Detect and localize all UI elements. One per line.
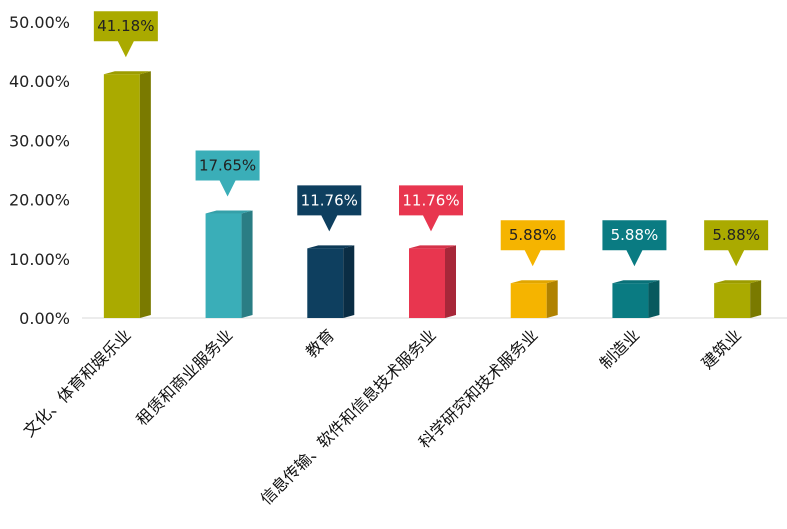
y-axis: 0.00% 10.00% 20.00% 30.00% 40.00% 50.00% (9, 13, 70, 328)
callout-shape (195, 150, 260, 197)
bar-top-face (714, 280, 762, 284)
x-tick-label: 文化、体育和娱乐业 (19, 325, 134, 440)
y-tick-label: 30.00% (9, 131, 70, 150)
y-tick-label: 0.00% (19, 309, 70, 328)
callout-shape (399, 185, 463, 232)
x-tick-label: 建筑业 (698, 325, 745, 372)
data-label-callout: 5.88% (602, 220, 667, 267)
bar (612, 280, 660, 318)
bar (103, 71, 151, 318)
bar (205, 210, 253, 318)
bar-front-face (510, 283, 547, 318)
data-label: 5.88% (712, 226, 760, 244)
data-label: 5.88% (509, 226, 557, 244)
bar-front-face (612, 283, 649, 318)
data-labels: 41.18% 17.65% 11.76% 11.76% 5.88% 5.88% 5.88% (93, 11, 769, 267)
data-label: 5.88% (611, 226, 659, 244)
bar-top-face (409, 245, 456, 249)
callout-shape (602, 220, 667, 267)
data-label: 11.76% (402, 191, 459, 209)
callout-shape (704, 220, 769, 267)
x-tick-label: 教育 (302, 325, 338, 361)
bar-side-face (343, 245, 355, 318)
bar-side-face (241, 210, 253, 318)
bar-side-face (445, 245, 456, 318)
bar (714, 280, 762, 318)
bar-top-face (205, 210, 253, 214)
bar-top-face (612, 280, 660, 284)
bar-front-face (307, 248, 344, 318)
x-tick-label: 制造业 (596, 325, 643, 372)
data-label-callout: 17.65% (195, 150, 260, 197)
callout-shape (297, 185, 362, 232)
y-tick-label: 50.00% (9, 13, 70, 32)
bar (510, 280, 558, 318)
data-label: 17.65% (199, 157, 256, 175)
bar-top-face (510, 280, 558, 284)
bar-top-face (103, 71, 151, 75)
bar-side-face (648, 280, 660, 318)
y-tick-label: 40.00% (9, 72, 70, 91)
bar-side-face (750, 280, 762, 318)
data-label-callout: 5.88% (704, 220, 769, 267)
callout-shape (93, 11, 158, 58)
bar (409, 245, 456, 318)
x-tick-label: 信息传输、软件和信息技术服务业 (257, 325, 440, 508)
data-label-callout: 11.76% (297, 185, 362, 232)
bar-side-face (139, 71, 151, 318)
bar-top-face (307, 245, 355, 249)
data-label: 11.76% (301, 191, 358, 209)
data-label-callout: 5.88% (500, 220, 565, 267)
data-label-callout: 11.76% (399, 185, 463, 232)
bar-side-face (546, 280, 558, 318)
bar (307, 245, 355, 318)
y-tick-label: 10.00% (9, 250, 70, 269)
data-label-callout: 41.18% (93, 11, 158, 58)
data-label: 41.18% (97, 17, 154, 35)
bar-front-face (714, 283, 751, 318)
bar-front-face (205, 213, 242, 318)
x-tick-label: 租赁和商业服务业 (132, 325, 236, 429)
y-tick-label: 20.00% (9, 191, 70, 210)
bar-front-face (103, 74, 140, 318)
bars (103, 71, 762, 318)
bar-front-face (409, 248, 445, 318)
callout-shape (500, 220, 565, 267)
